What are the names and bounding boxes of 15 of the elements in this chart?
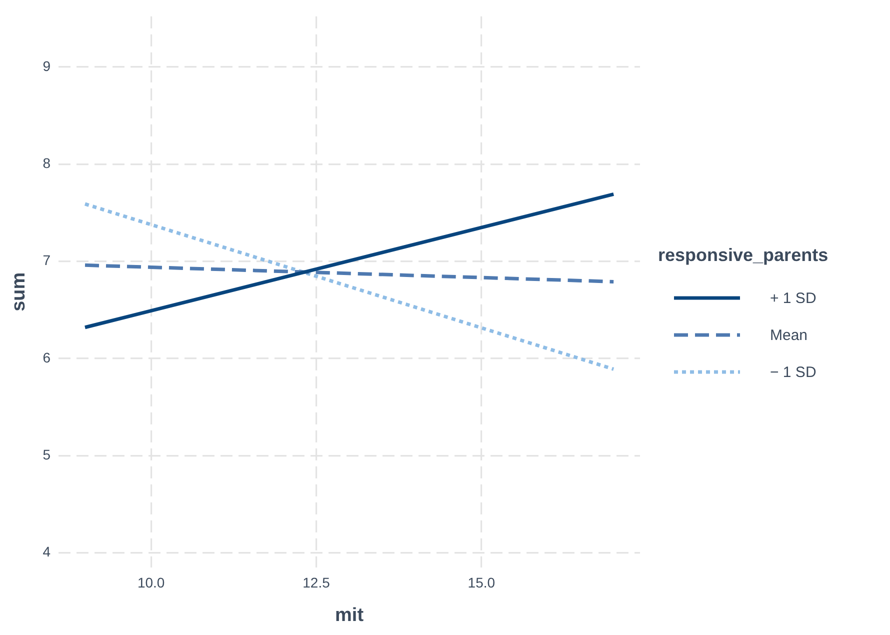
x-tick-label: 15.0 xyxy=(468,574,496,591)
legend-label: − 1 SD xyxy=(770,364,816,380)
x-tick-label: 10.0 xyxy=(137,574,165,591)
legend-title: responsive_parents xyxy=(658,244,828,266)
legend-label: Mean xyxy=(770,326,808,344)
y-tick-label: 8 xyxy=(42,154,51,171)
y-tick-label: 7 xyxy=(42,252,51,268)
x-tick-label: 12.5 xyxy=(302,574,330,591)
y-tick-label: 4 xyxy=(42,544,51,560)
y-tick-label: 6 xyxy=(42,349,51,366)
y-tick-label: 5 xyxy=(42,446,51,463)
y-tick-label: 9 xyxy=(42,58,51,74)
y-axis-title: sum xyxy=(8,272,30,312)
legend-label: + 1 SD xyxy=(770,290,816,306)
x-axis-title: mit xyxy=(335,604,364,626)
